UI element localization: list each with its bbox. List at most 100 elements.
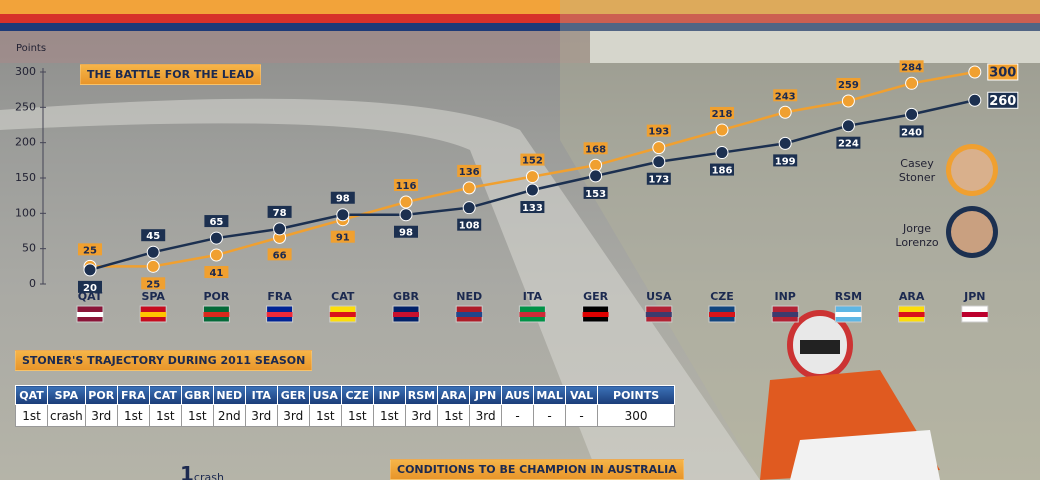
data-label-box	[457, 218, 482, 231]
point	[715, 123, 729, 137]
data-label: 116	[396, 181, 417, 192]
data-label-box	[141, 277, 166, 290]
x-tick-label: INP	[775, 290, 796, 303]
header-cell: USA	[308, 385, 342, 405]
flag	[645, 312, 672, 317]
table-cell: 1st	[308, 404, 342, 427]
portrait	[951, 149, 993, 191]
data-label-box	[710, 106, 734, 119]
point	[968, 93, 982, 107]
legend-entry: Jorge Lorenzo	[895, 222, 939, 249]
y-tick-label: 100	[15, 206, 36, 219]
y-tick-label: 0	[29, 277, 36, 290]
table-cell: 1st	[116, 404, 150, 427]
x-tick-label: POR	[203, 290, 229, 303]
table-cell: -	[533, 404, 567, 427]
point	[525, 170, 539, 184]
data-label: 20	[83, 283, 97, 294]
table-cell: -	[501, 404, 535, 427]
data-label-box	[646, 124, 671, 137]
table-title: STONER'S TRAJECTORY DURING 2011 SEASON	[15, 350, 313, 371]
data-label-box	[987, 91, 1019, 109]
table-cell: 300	[597, 404, 676, 427]
table-cell: 1st	[15, 404, 48, 427]
data-label: 193	[648, 127, 669, 138]
data-label-box	[267, 248, 292, 261]
header-cell: CZE	[340, 385, 374, 405]
flag	[456, 312, 483, 317]
data-label-box	[836, 77, 861, 90]
x-tick-label: CZE	[710, 290, 734, 303]
table-cell: crash	[47, 404, 86, 427]
table-cell: 3rd	[244, 404, 278, 427]
conditions-title: CONDITIONS TO BE CHAMPION IN AUSTRALIA	[390, 459, 684, 480]
table-cell: 2nd	[212, 404, 246, 427]
point	[968, 65, 982, 79]
data-label: 66	[273, 250, 287, 261]
data-label: 41	[209, 268, 223, 279]
data-label-box	[583, 142, 608, 155]
flag	[772, 312, 799, 317]
data-label: 25	[83, 245, 97, 256]
point	[462, 181, 476, 195]
flag	[582, 312, 609, 317]
flag	[329, 312, 356, 317]
data-label-box	[78, 243, 102, 256]
top-band	[0, 23, 1040, 31]
flag	[835, 312, 862, 317]
table-cell: 1st	[180, 404, 214, 427]
data-label: 224	[838, 139, 859, 150]
point	[589, 169, 603, 183]
table-cell: 3rd	[84, 404, 118, 427]
data-label: 259	[838, 80, 859, 91]
y-tick-label: 250	[15, 100, 36, 113]
results-table: QAT SPA POR FRA CAT GBR NED ITA GER USA CZE INP RSM A…	[15, 385, 676, 427]
data-label: 199	[775, 156, 796, 167]
point	[715, 146, 729, 160]
data-label: 108	[459, 221, 480, 232]
point	[336, 208, 350, 222]
x-tick-label: QAT	[78, 290, 103, 303]
header-cell: AUS	[501, 385, 535, 405]
data-label: 152	[522, 156, 543, 167]
table-cell: 3rd	[469, 404, 503, 427]
track-edge	[0, 98, 760, 480]
table-cell: 3rd	[404, 404, 439, 427]
chart-title: THE BATTLE FOR THE LEAD	[80, 64, 262, 85]
data-label: 91	[336, 233, 350, 244]
point	[462, 201, 476, 215]
data-label: 300	[989, 66, 1016, 81]
data-label: 25	[146, 279, 160, 290]
header-cell: QAT	[15, 385, 48, 405]
header-cell: POINTS	[597, 385, 676, 405]
flag	[961, 312, 988, 317]
data-label-box	[836, 136, 861, 149]
data-label: 136	[459, 167, 480, 178]
data-label-box	[330, 230, 355, 243]
point	[905, 107, 919, 121]
data-label: 98	[336, 194, 350, 205]
x-tick-label: CAT	[331, 290, 355, 303]
rider	[760, 310, 940, 480]
data-label: 98	[399, 228, 413, 239]
header-cell: INP	[372, 385, 406, 405]
point	[905, 76, 919, 90]
data-label: 133	[522, 203, 543, 214]
point	[146, 259, 160, 273]
flag	[203, 312, 230, 317]
x-tick-label: SPA	[141, 290, 165, 303]
data-label-box	[583, 186, 608, 199]
point	[652, 141, 666, 155]
x-tick-label: NED	[456, 290, 482, 303]
data-label-box	[267, 205, 292, 218]
header-cell: FRA	[116, 385, 150, 405]
data-label: 260	[989, 94, 1016, 109]
header-cell: SPA	[47, 385, 86, 405]
portrait	[951, 211, 993, 253]
data-label: 153	[585, 189, 606, 200]
y-tick-label: 50	[22, 242, 36, 255]
data-label-box	[773, 89, 798, 102]
header-cell: VAL	[565, 385, 599, 405]
